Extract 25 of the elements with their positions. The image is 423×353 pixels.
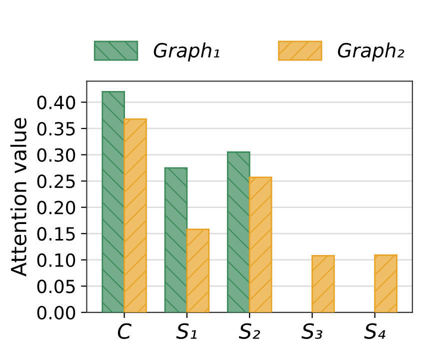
y-tick-label: 0.15 <box>37 227 75 241</box>
y-tick-label: 0.20 <box>37 200 76 214</box>
legend-label: Graph₁ <box>154 42 220 62</box>
bar <box>374 254 398 312</box>
y-tick-label: 0.00 <box>37 306 76 320</box>
y-tick-label: 0.35 <box>37 122 75 136</box>
x-tick-label: S₃ <box>302 323 322 339</box>
y-tick-label: 0.10 <box>37 253 76 267</box>
bar <box>186 228 210 312</box>
y-tick-label: 0.05 <box>37 280 75 294</box>
x-tick-label: C <box>118 323 132 339</box>
bar <box>102 91 125 312</box>
y-tick-label: 0.40 <box>37 96 76 110</box>
bar <box>226 151 250 312</box>
bar <box>124 118 147 312</box>
bar <box>164 167 188 312</box>
bar <box>312 254 335 312</box>
bar <box>248 176 272 312</box>
x-tick-label: S₄ <box>364 323 386 339</box>
x-tick-label: S₁ <box>176 323 197 339</box>
y-tick-label: 0.30 <box>37 148 76 162</box>
legend-label: Graph₂ <box>338 42 404 62</box>
x-tick-label: S₂ <box>238 323 260 339</box>
y-axis-title: Attention value <box>10 118 27 276</box>
y-tick-label: 0.25 <box>37 174 75 188</box>
